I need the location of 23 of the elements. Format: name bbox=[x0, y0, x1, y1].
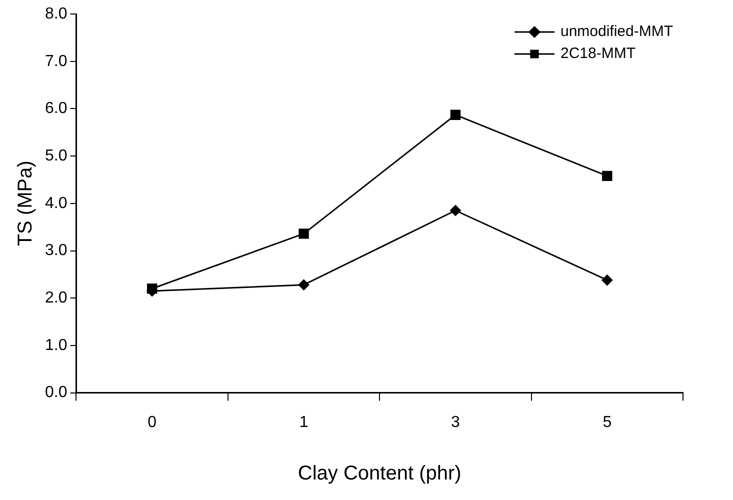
point bbox=[602, 274, 613, 286]
legend-label: unmodified-MMT bbox=[560, 23, 673, 40]
point bbox=[450, 110, 461, 120]
y-tick-label: 7.0 bbox=[44, 52, 68, 70]
x-tick-label: 0 bbox=[148, 414, 157, 431]
y-tick-label: 2.0 bbox=[44, 290, 68, 307]
x-tick-label: 5 bbox=[602, 414, 612, 431]
point bbox=[602, 170, 612, 182]
point bbox=[298, 228, 309, 239]
y-tick-label: 4.0 bbox=[44, 194, 68, 212]
y-tick-label: 0.0 bbox=[44, 384, 68, 402]
y-axis-title: TS (MPa) bbox=[14, 160, 37, 246]
y-tick-label: 6.0 bbox=[44, 100, 68, 118]
y-tick-label: 1.0 bbox=[44, 336, 68, 354]
x-axis-title: Clay Content (phr) bbox=[298, 462, 462, 485]
legend-label: 2C18-MMT bbox=[560, 45, 636, 62]
point bbox=[450, 205, 461, 216]
x-tick-label: 3 bbox=[451, 414, 460, 431]
y-tick-label: 5.0 bbox=[44, 147, 68, 164]
point bbox=[298, 279, 310, 290]
y-tick-label: 3.0 bbox=[44, 242, 68, 260]
y-tick-label: 8.0 bbox=[44, 5, 68, 22]
x-tick-label: 1 bbox=[299, 414, 308, 431]
